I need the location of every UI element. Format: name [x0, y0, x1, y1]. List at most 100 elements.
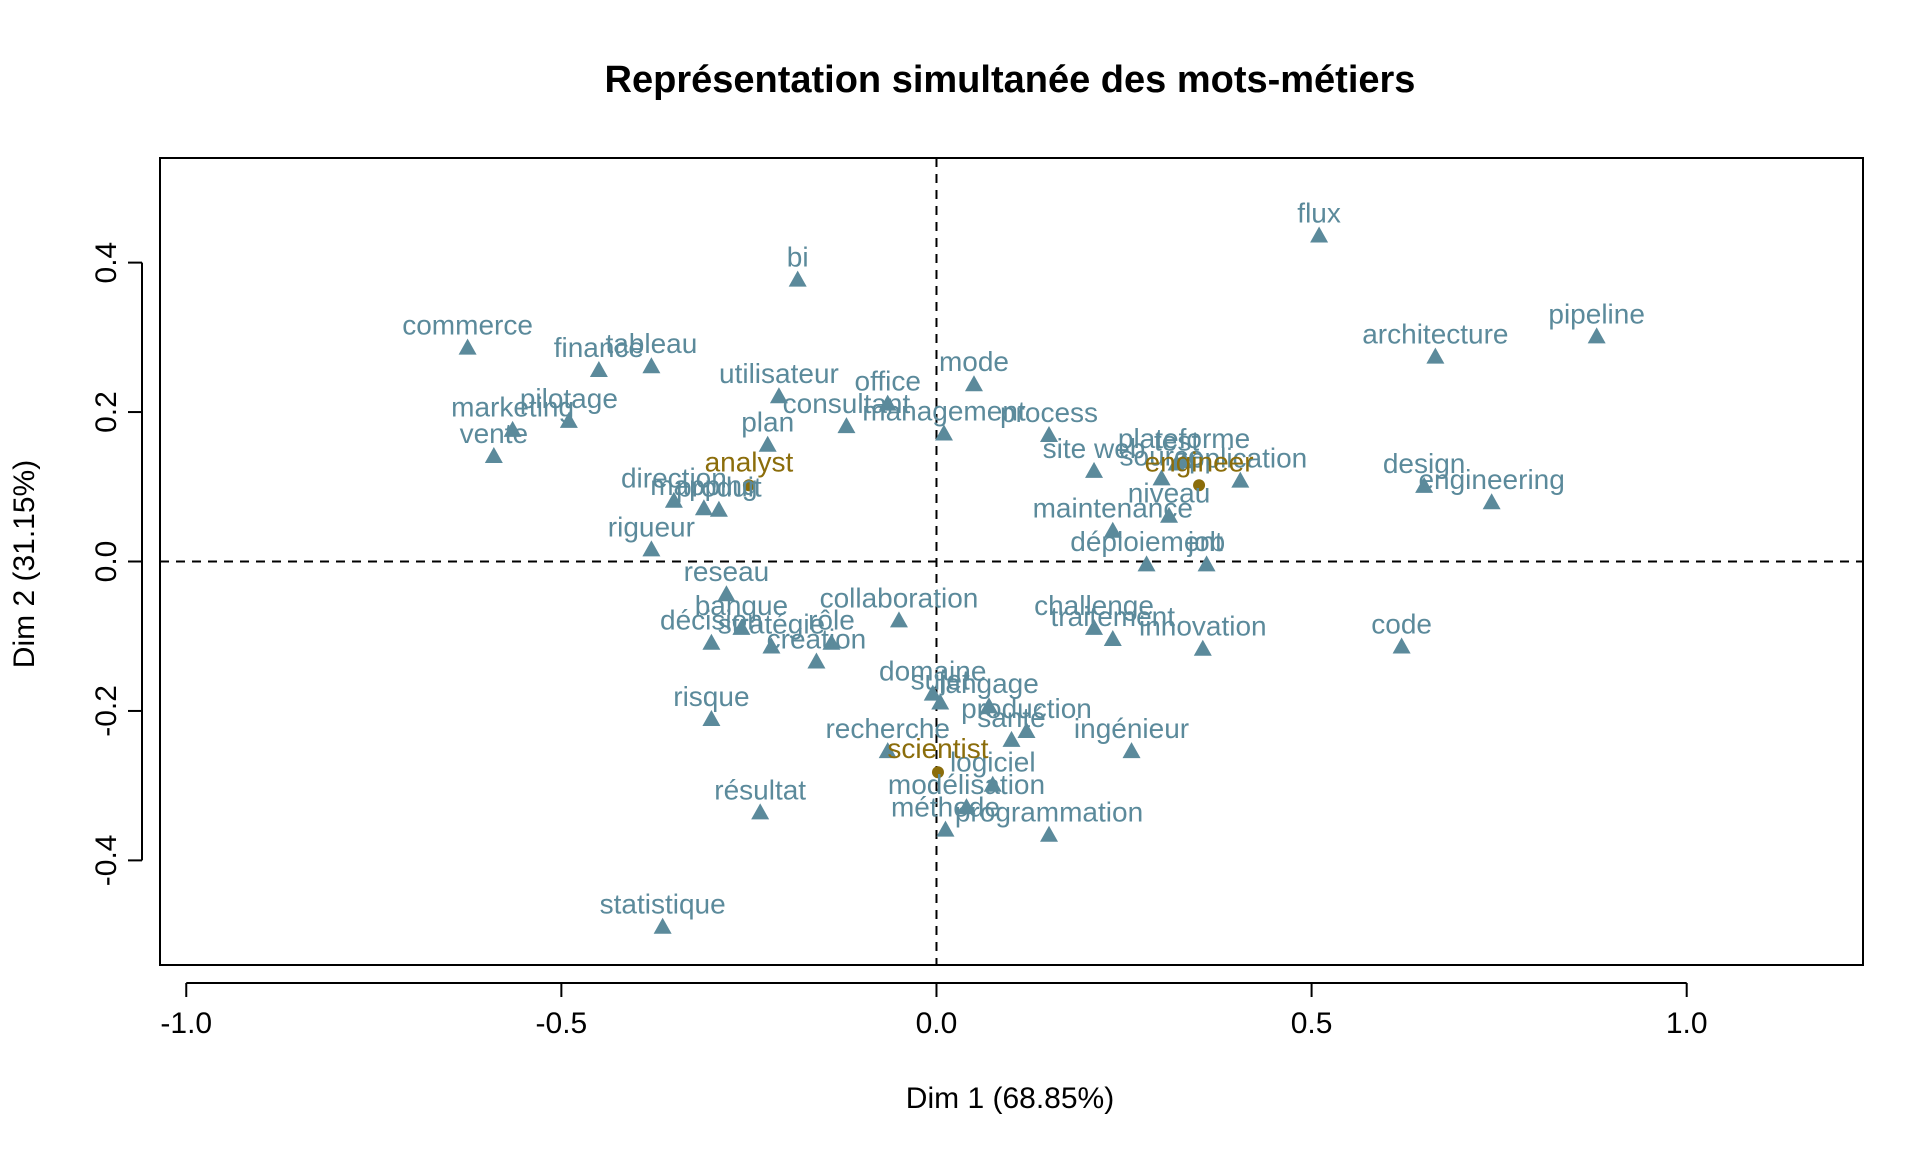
data-point-triangle — [983, 775, 1002, 792]
data-point-triangle — [822, 633, 841, 650]
point-label: plan — [741, 407, 794, 438]
point-label: challenge — [1034, 590, 1154, 621]
point-label: office — [855, 366, 921, 397]
point-label: source — [1120, 440, 1204, 471]
data-point-triangle — [1197, 555, 1216, 572]
data-point-triangle — [1167, 454, 1186, 471]
data-point-triangle — [1103, 630, 1122, 647]
y-axis-title: Dim 2 (31.15%) — [8, 460, 41, 668]
data-point-triangle — [653, 917, 672, 934]
point-label: mode — [939, 346, 1009, 377]
point-label: statistique — [600, 889, 726, 920]
data-point-triangle — [751, 803, 770, 820]
point-label: bi — [787, 242, 809, 273]
y-tick-label: 0.0 — [90, 541, 123, 583]
data-point-triangle — [702, 633, 721, 650]
point-label: analyst — [705, 446, 794, 477]
data-point-triangle — [1040, 426, 1059, 443]
point-label: scientist — [887, 733, 988, 764]
point-label: application — [1173, 443, 1307, 474]
point-label: langage — [939, 668, 1039, 699]
point-label: direction — [621, 463, 727, 494]
point-label: rôle — [808, 605, 855, 636]
data-point-triangle — [1587, 327, 1606, 344]
data-point-triangle — [1193, 639, 1212, 656]
data-point-triangle — [458, 338, 477, 355]
point-label: stratégie — [718, 608, 825, 639]
point-label: sujet — [911, 664, 970, 695]
data-point-triangle — [1002, 730, 1021, 747]
point-label: recherche — [825, 713, 950, 744]
data-point-triangle — [642, 540, 661, 557]
data-point-triangle — [702, 709, 721, 726]
x-tick-label: -1.0 — [160, 1007, 212, 1040]
point-label: collaboration — [820, 582, 979, 613]
data-point-triangle — [1103, 521, 1122, 538]
data-point-triangle — [1085, 618, 1104, 635]
data-point-triangle — [503, 420, 522, 437]
point-label: banque — [695, 590, 788, 621]
data-point-triangle — [732, 618, 751, 635]
point-label: plateforme — [1118, 423, 1250, 454]
point-label: job — [1187, 526, 1225, 557]
data-point-triangle — [979, 697, 998, 714]
data-point-triangle — [1231, 471, 1250, 488]
point-label: process — [1000, 397, 1098, 428]
point-label: vente — [460, 418, 529, 449]
point-label: pipeline — [1548, 298, 1645, 329]
point-label: utilisateur — [719, 358, 839, 389]
data-point-triangle — [1160, 506, 1179, 523]
axes-layer: -1.0 -0.5 0.0 0.5 1.0 -0.4 -0.2 0.0 0.2 0.4 — [90, 242, 1708, 1040]
point-label: décision — [660, 605, 763, 636]
point-label: programmation — [955, 797, 1143, 828]
data-point-triangle — [1482, 493, 1501, 510]
point-label: management — [862, 395, 1026, 426]
point-label: finance — [554, 332, 644, 363]
point-label: traitement — [1051, 601, 1176, 632]
data-point-triangle — [769, 387, 788, 404]
point-label: code — [1371, 608, 1432, 639]
point-label: mapping — [650, 470, 757, 501]
data-point-triangle — [957, 798, 976, 815]
data-point-triangle — [1426, 347, 1445, 364]
point-label: flux — [1297, 197, 1341, 228]
point-label: ingénieur — [1074, 713, 1189, 744]
data-point-triangle — [923, 684, 942, 701]
data-point-triangle — [889, 611, 908, 628]
point-label: maintenance — [1033, 493, 1193, 524]
data-point-triangle — [788, 270, 807, 287]
data-point-triangle — [1017, 721, 1036, 738]
data-point-triangle — [1152, 469, 1171, 486]
point-label: méthode — [891, 792, 1000, 823]
x-tick-label: 0.0 — [916, 1007, 958, 1040]
point-label: consultant — [783, 388, 911, 419]
point-label: produit — [676, 472, 762, 503]
y-tick-label: 0.4 — [90, 242, 123, 284]
point-label: design — [1383, 448, 1466, 479]
data-point-triangle — [1122, 742, 1141, 759]
data-point-triangle — [762, 637, 781, 654]
x-tick-label: 1.0 — [1666, 1007, 1708, 1040]
point-label: résultat — [714, 774, 806, 805]
point-label: engineer — [1145, 446, 1254, 477]
data-point-triangle — [664, 491, 683, 508]
point-label: modélisation — [888, 769, 1045, 800]
data-point-triangle — [1040, 825, 1059, 842]
x-tick-label: -0.5 — [536, 1007, 588, 1040]
point-label: déploiement — [1070, 526, 1223, 557]
data-point-triangle — [642, 357, 661, 374]
y-tick-label: 0.2 — [90, 391, 123, 433]
data-point-triangle — [934, 424, 953, 441]
data-point-triangle — [717, 585, 736, 602]
data-point-triangle — [1137, 555, 1156, 572]
point-label: niveau — [1128, 478, 1211, 509]
point-label: risque — [673, 681, 749, 712]
data-point-triangle — [694, 499, 713, 516]
point-label: commerce — [402, 310, 533, 341]
point-label: reseau — [684, 556, 770, 587]
reference-lines — [160, 158, 1863, 965]
point-label: test — [1154, 425, 1199, 456]
data-point-dot — [931, 766, 944, 779]
data-point-triangle — [559, 411, 578, 428]
data-point-triangle — [589, 361, 608, 378]
